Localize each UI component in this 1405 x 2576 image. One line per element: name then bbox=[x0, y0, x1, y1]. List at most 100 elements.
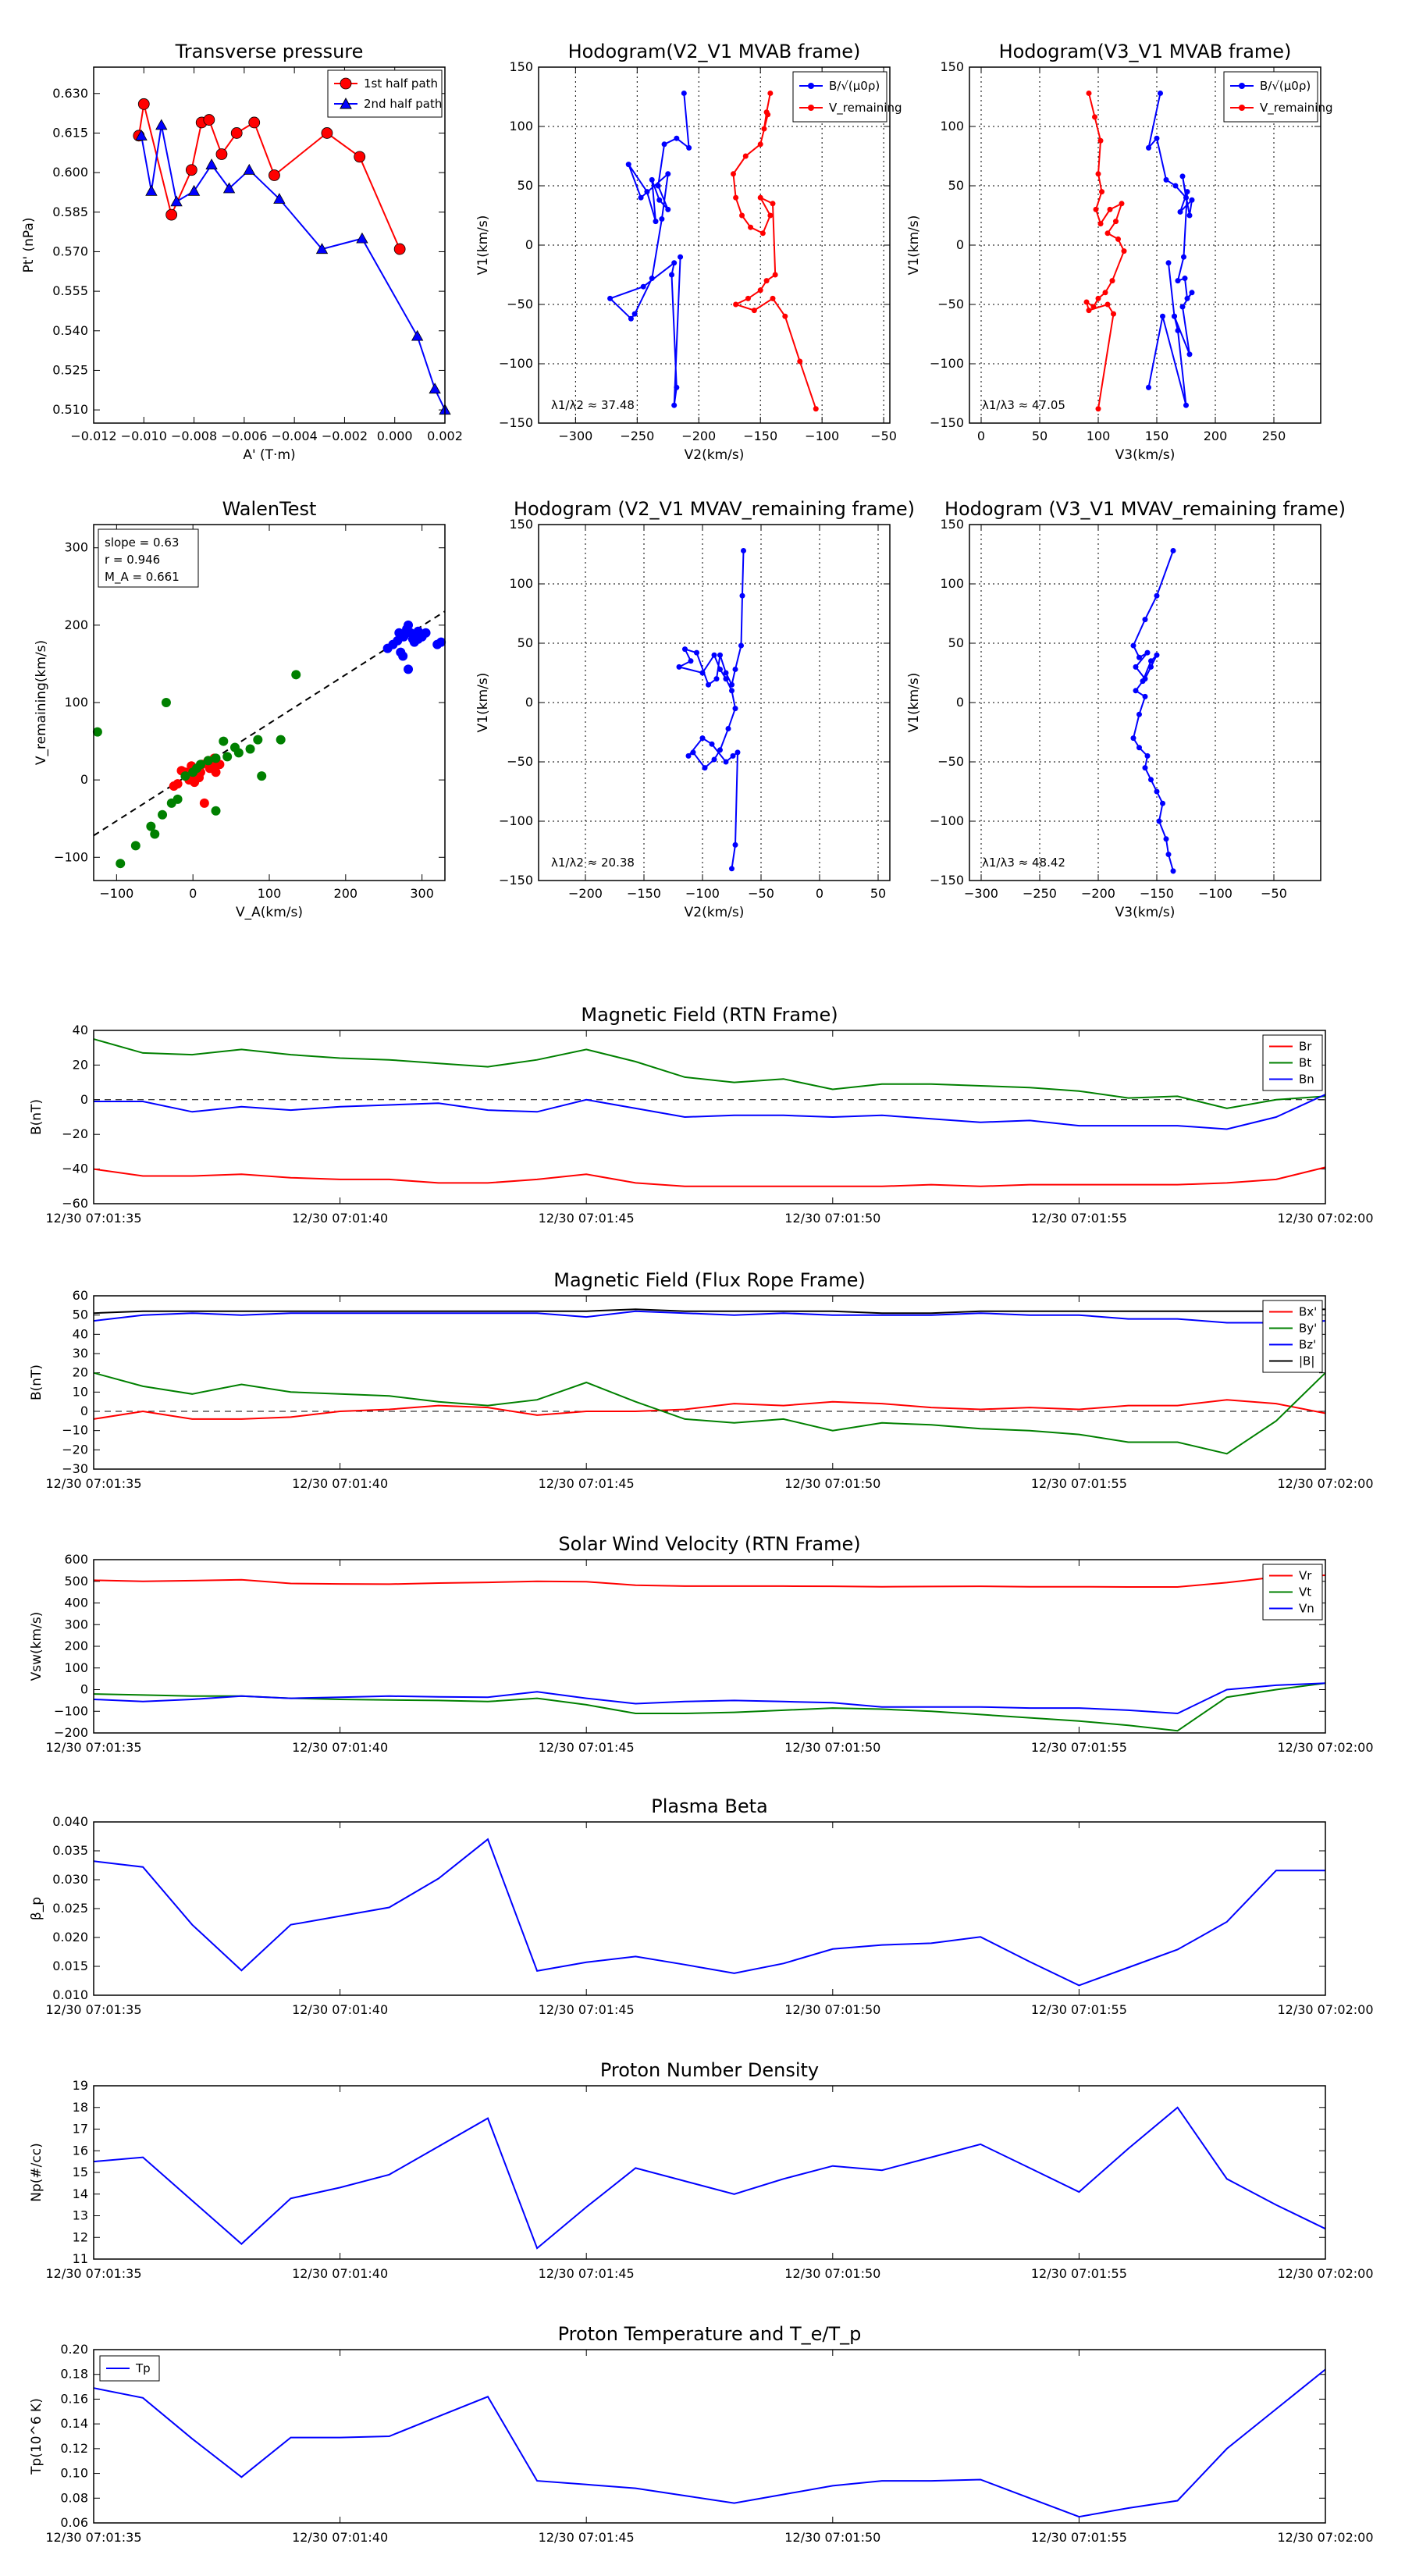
legend-marker bbox=[808, 83, 814, 89]
plot-frame bbox=[93, 1295, 1326, 1470]
data-point-1st-half bbox=[248, 116, 261, 129]
data-point bbox=[1186, 351, 1193, 358]
y-axis-label: V1(km/s) bbox=[906, 215, 922, 276]
x-tick-label: 12/30 07:01:50 bbox=[784, 2002, 880, 2017]
chart-tp: Proton Temperature and T_e/T_p 0.06 0.08 0.… bbox=[29, 2323, 1374, 2545]
data-point bbox=[628, 315, 634, 322]
data-point bbox=[1086, 308, 1092, 314]
legend-label: Vt bbox=[1299, 1585, 1311, 1599]
y-tick-label: 30 bbox=[73, 1346, 88, 1361]
data-point bbox=[674, 384, 680, 390]
walen-point-green bbox=[161, 698, 171, 707]
y-tick-label: 50 bbox=[73, 1308, 88, 1322]
data-point bbox=[1092, 114, 1097, 120]
data-point bbox=[625, 162, 631, 168]
data-point bbox=[757, 194, 763, 201]
data-point bbox=[730, 753, 736, 759]
data-point bbox=[713, 676, 720, 682]
series-line-Bx' bbox=[93, 1399, 1326, 1420]
walen-point-red bbox=[205, 763, 215, 774]
y-tick-label: −100 bbox=[930, 813, 964, 828]
y-tick-label: 50 bbox=[518, 635, 533, 650]
legend-label: |B| bbox=[1299, 1354, 1314, 1368]
data-point bbox=[1109, 278, 1115, 284]
y-tick-label: −20 bbox=[62, 1126, 88, 1141]
y-tick-label: −150 bbox=[930, 415, 964, 430]
data-point bbox=[631, 311, 638, 317]
legend-box bbox=[792, 71, 887, 123]
plot-area bbox=[969, 67, 1321, 423]
data-point-2nd-half bbox=[187, 184, 201, 196]
legend-marker bbox=[808, 105, 814, 111]
y-tick-label: 11 bbox=[73, 2251, 88, 2266]
data-point bbox=[1111, 311, 1116, 317]
walen-point-green bbox=[245, 744, 255, 754]
data-point bbox=[1102, 290, 1108, 296]
x-tick-label: −150 bbox=[627, 886, 661, 901]
data-point bbox=[729, 681, 735, 688]
stats-line: r = 0.946 bbox=[105, 553, 160, 567]
data-point bbox=[763, 278, 770, 284]
x-tick-label: 200 bbox=[334, 886, 358, 901]
x-tick-label: −300 bbox=[558, 429, 592, 443]
data-point bbox=[1172, 313, 1177, 319]
x-tick-label: 0 bbox=[189, 886, 197, 901]
x-tick-label: −200 bbox=[681, 429, 716, 443]
chart-hodo4: Hodogram (V3_V1 MVAV_remaining frame) −15… bbox=[906, 498, 1346, 920]
walen-point-green bbox=[253, 735, 263, 745]
data-point bbox=[732, 841, 738, 848]
y-tick-label: 0.040 bbox=[52, 1814, 88, 1829]
data-point bbox=[751, 308, 757, 314]
x-tick-label: −0.002 bbox=[322, 429, 368, 443]
x-tick-label: 12/30 07:01:55 bbox=[1031, 2530, 1127, 2545]
x-tick-label: −250 bbox=[620, 429, 654, 443]
data-point bbox=[770, 201, 776, 207]
x-axis-label: A' (T·m) bbox=[243, 447, 295, 463]
chart-title: Magnetic Field (Flux Rope Frame) bbox=[553, 1269, 865, 1291]
y-tick-label: 0 bbox=[80, 1682, 88, 1697]
legend-label: V_remaining bbox=[1260, 101, 1333, 116]
y-tick-label: −100 bbox=[499, 356, 533, 371]
y-axis-label: Np(#/cc) bbox=[29, 2143, 44, 2201]
data-point bbox=[1090, 304, 1097, 310]
y-tick-label: 0.10 bbox=[60, 2466, 88, 2481]
data-point bbox=[1163, 836, 1169, 842]
y-tick-label: 0.600 bbox=[52, 165, 88, 180]
data-point bbox=[1179, 173, 1186, 180]
data-point bbox=[723, 670, 729, 676]
data-point bbox=[1160, 313, 1165, 319]
data-point bbox=[655, 183, 661, 189]
data-point bbox=[1181, 254, 1186, 260]
legend-label: Bz' bbox=[1299, 1338, 1316, 1352]
series-line-Np bbox=[93, 2106, 1326, 2250]
data-point bbox=[640, 283, 646, 290]
data-point bbox=[1154, 592, 1160, 599]
y-tick-label: 17 bbox=[73, 2122, 88, 2137]
walen-point-green bbox=[92, 727, 102, 737]
data-point bbox=[1179, 304, 1186, 310]
walen-point-blue bbox=[404, 664, 414, 674]
x-tick-label: 12/30 07:01:45 bbox=[539, 1476, 635, 1491]
y-tick-label: 0.030 bbox=[52, 1872, 88, 1887]
data-point-1st-half bbox=[203, 114, 215, 126]
y-tick-label: 0.20 bbox=[60, 2342, 88, 2357]
data-point bbox=[1165, 260, 1172, 266]
legend-label: B/√(μ0ρ) bbox=[829, 79, 880, 93]
plot-area bbox=[94, 67, 445, 423]
data-point bbox=[1097, 221, 1104, 227]
walen-point-green bbox=[219, 736, 229, 746]
data-point bbox=[1177, 208, 1183, 215]
plot-frame bbox=[538, 524, 891, 881]
data-point-2nd-half bbox=[135, 129, 148, 141]
series-line-β bbox=[93, 1838, 1325, 1987]
data-point bbox=[688, 658, 694, 664]
y-tick-label: −10 bbox=[62, 1423, 88, 1438]
chart-title: Magnetic Field (RTN Frame) bbox=[581, 1004, 838, 1026]
y-tick-label: −50 bbox=[507, 754, 533, 769]
legend-marker bbox=[1239, 83, 1245, 89]
walen-point-green bbox=[173, 794, 183, 804]
y-axis-label: β_p bbox=[29, 1897, 44, 1920]
data-point bbox=[765, 112, 771, 118]
x-tick-label: 12/30 07:01:45 bbox=[539, 2530, 635, 2545]
data-point-2nd-half bbox=[356, 232, 368, 244]
